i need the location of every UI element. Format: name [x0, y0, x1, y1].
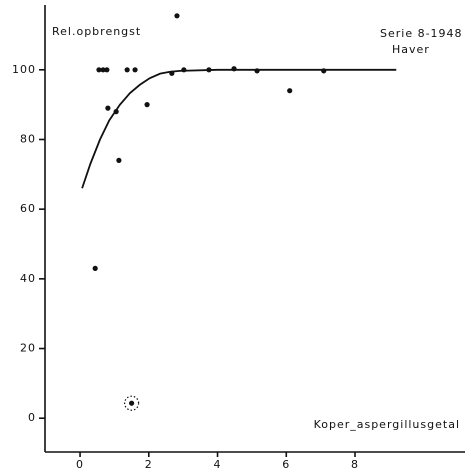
fit-curve	[81, 68, 397, 189]
x-axis-label: Koper_aspergillusgetal	[314, 418, 460, 431]
x-tick-label: 0	[76, 458, 84, 469]
y-tick-label: 100	[12, 63, 36, 76]
point	[96, 67, 102, 73]
x-tick-label: 4	[214, 458, 222, 469]
point	[287, 88, 293, 94]
annotation: Haver	[392, 43, 430, 56]
point	[206, 67, 212, 73]
point	[321, 68, 327, 74]
y-axis-label: Rel.opbrengst	[52, 25, 141, 38]
x-tick-label: 6	[282, 458, 290, 469]
point	[254, 68, 260, 74]
point	[113, 109, 119, 115]
point	[104, 67, 110, 73]
point	[105, 105, 111, 111]
point	[169, 70, 175, 76]
point	[116, 157, 122, 163]
point	[92, 265, 98, 271]
point	[181, 67, 187, 73]
x-tick-label: 2	[145, 458, 153, 469]
highlight-ring	[124, 395, 140, 411]
y-tick-label: 20	[20, 342, 36, 355]
annotation: Serie 8-1948	[380, 27, 463, 40]
point	[144, 102, 150, 108]
point	[231, 66, 237, 72]
point	[132, 67, 138, 73]
point	[129, 400, 135, 406]
point	[174, 13, 180, 19]
y-tick-label: 60	[20, 202, 36, 215]
y-tick-label: 80	[20, 132, 36, 145]
y-tick-label: 0	[28, 411, 36, 424]
x-tick-label: 8	[351, 458, 359, 469]
point	[124, 67, 130, 73]
point	[100, 67, 106, 73]
y-tick-label: 40	[20, 272, 36, 285]
